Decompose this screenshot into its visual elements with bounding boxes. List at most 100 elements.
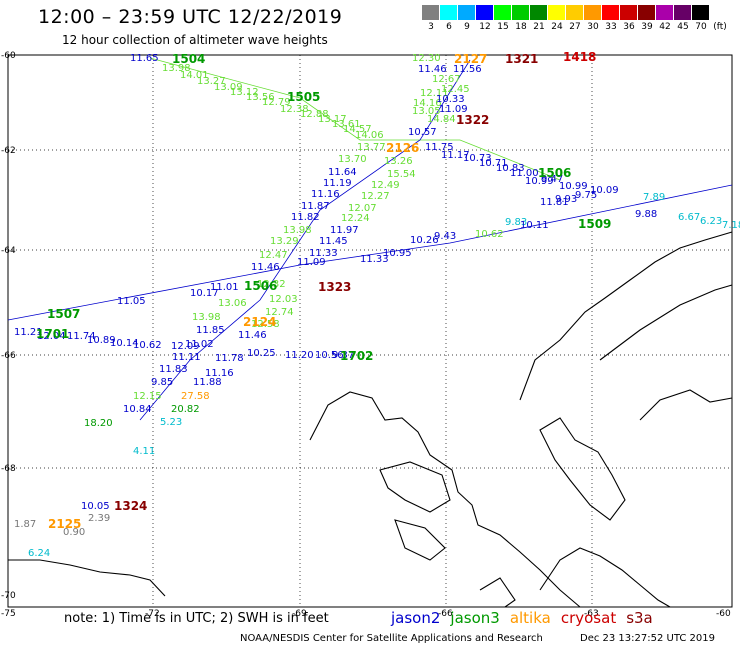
- scale-swatch: [692, 5, 710, 20]
- scale-label: 9: [464, 22, 470, 32]
- wave-height-label: 13.29: [270, 236, 299, 247]
- pass-tag: 2125: [48, 517, 81, 531]
- scale-label: 30: [587, 22, 599, 32]
- map-frame: [7, 54, 733, 608]
- wave-height-label: 9.47: [541, 174, 563, 185]
- legend-item-cryosat: cryosat: [560, 609, 617, 627]
- lat-label: -66: [1, 351, 16, 361]
- wave-height-label: 11.09: [439, 104, 468, 115]
- scale-swatch: [440, 5, 458, 20]
- wave-height-label: 10.73: [463, 153, 492, 164]
- wave-height-label: 11.45: [319, 236, 348, 247]
- wave-height-label: 10.95: [383, 248, 412, 259]
- wave-height-label: 10.33: [436, 94, 465, 105]
- wave-height-label: 13.70: [338, 154, 367, 165]
- wave-height-label: 13.77: [357, 142, 386, 153]
- axis-labels: -60 -62 -64 -66 -68 -70 -75 -72 -69 -66 -63 -60: [1, 51, 731, 619]
- timestamp: Dec 23 13:27:52 UTC 2019: [580, 633, 715, 644]
- scale-swatch: [476, 5, 494, 20]
- wave-height-label: 12.04: [37, 331, 66, 342]
- wave-height-label: 9.88: [635, 209, 657, 220]
- wave-height-label: 11.09: [297, 257, 326, 268]
- wave-height-label: 12.38: [280, 104, 309, 115]
- scale-label: 70: [695, 22, 707, 32]
- scale-label: 15: [497, 22, 509, 32]
- wave-height-label: 11.75: [425, 142, 454, 153]
- coast-segment-3: [599, 284, 733, 361]
- wave-height-label: 12.88: [300, 109, 329, 120]
- island-1: [379, 461, 451, 513]
- wave-height-label: 12.79: [262, 97, 291, 108]
- lat-label: -60: [1, 51, 16, 61]
- wave-height-label: 12.11: [420, 88, 449, 99]
- scale-label: 3: [428, 22, 434, 32]
- scale-swatch: [584, 5, 602, 20]
- wave-height-label: 11.33: [360, 254, 389, 265]
- wave-height-label: 11.56: [453, 64, 482, 75]
- pass-tag: 1504: [172, 52, 205, 66]
- wave-height-label: 12.45: [441, 84, 470, 95]
- wave-height-label: 11.01: [210, 282, 239, 293]
- scale-swatch: [638, 5, 656, 20]
- wave-height-label: 2.39: [88, 513, 110, 524]
- pass-tag: 1507: [47, 307, 80, 321]
- legend-item-altika: altika: [509, 609, 551, 627]
- pass-tag: 2126: [386, 141, 419, 155]
- pass-tag: 1321: [505, 52, 538, 66]
- wave-height-label: 11.17: [441, 150, 470, 161]
- scale-swatch: [494, 5, 512, 20]
- wave-height-label: 10.17: [190, 288, 219, 299]
- wave-height-label: 13.56: [246, 92, 275, 103]
- wave-height-label: 14.84: [427, 114, 456, 125]
- wave-height-label: 12.03: [269, 294, 298, 305]
- wave-height-label: 13.17: [318, 114, 347, 125]
- scale-label: 39: [641, 22, 653, 32]
- wave-height-label: 11.88: [193, 377, 222, 388]
- wave-height-label: 10.71: [479, 158, 508, 169]
- pass-tag: 1323: [318, 280, 351, 294]
- wave-height-label: 11.64: [328, 167, 357, 178]
- wave-height-label: 10.62: [475, 229, 504, 240]
- wave-height-label: 13.26: [384, 156, 413, 167]
- wave-height-label: 12.49: [371, 180, 400, 191]
- wave-height-label: 11.83: [159, 364, 188, 375]
- wave-height-label: 14.57: [343, 124, 372, 135]
- wave-height-label: 14.01: [180, 70, 209, 81]
- pass-tag: 1702: [340, 349, 373, 363]
- wave-height-label: 11.65: [130, 53, 159, 64]
- wave-height-label: 13.98: [162, 63, 191, 74]
- wave-height-label: 18.20: [84, 418, 113, 429]
- wave-height-label: 11.78: [215, 353, 244, 364]
- legend-item-s3a: s3a: [626, 609, 653, 627]
- wave-height-label: 10.26: [410, 235, 439, 246]
- wave-height-label: 9.83: [505, 217, 527, 228]
- wave-height-label: 13.05: [412, 106, 441, 117]
- pass-tag: 2124: [243, 315, 276, 329]
- footer-note: note: 1) Time is in UTC; 2) SWH is in fe…: [64, 611, 329, 626]
- pass-tag: 1506: [538, 166, 571, 180]
- wave-height-label: 6.24: [28, 548, 50, 559]
- scale-swatch: [674, 5, 692, 20]
- wave-height-label: 14.06: [355, 130, 384, 141]
- wave-height-label: 11.11: [172, 352, 201, 363]
- wave-height-label: 12.67: [432, 74, 461, 85]
- wave-height-label: 12.07: [348, 203, 377, 214]
- wave-height-label: 10.11: [520, 220, 549, 231]
- wave-height-label: 10.25: [247, 348, 276, 359]
- scale-label: 27: [569, 22, 581, 32]
- wave-height-label: 10.14: [110, 338, 139, 349]
- scale-swatch: [620, 5, 638, 20]
- lat-label: -62: [1, 146, 16, 156]
- wave-height-label: 12.47: [259, 250, 288, 261]
- pass-tag: 1418: [563, 50, 596, 64]
- lon-label: -75: [1, 609, 16, 619]
- wave-height-label: 12.24: [341, 213, 370, 224]
- page-subtitle: 12 hour collection of altimeter wave hei…: [62, 33, 328, 47]
- coast-segment-4: [539, 547, 671, 608]
- pass-tag: 1505: [287, 90, 320, 104]
- wave-height-label: 11.82: [291, 212, 320, 223]
- pass-tag: 2127: [454, 52, 487, 66]
- wave-height-labels: 11.6513.9814.0113.2713.0913.1213.5612.79…: [14, 53, 740, 559]
- wave-height-label: 14.16: [413, 98, 442, 109]
- lat-label: -68: [1, 464, 16, 474]
